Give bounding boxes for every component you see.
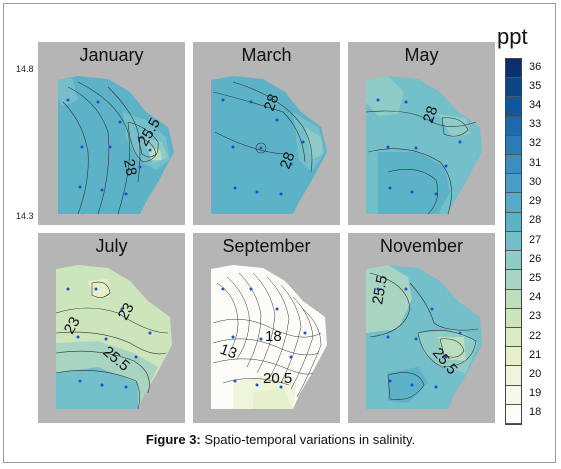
map-panel-january: 25.5 28 January	[38, 42, 185, 225]
legend-swatch	[506, 78, 521, 98]
map-panel-july: 23 23 25.5 July	[38, 233, 185, 423]
contour-label: 18	[265, 328, 282, 345]
legend-tick-label: 29	[529, 195, 542, 208]
legend-tick-label: 35	[529, 79, 542, 92]
legend-swatch	[506, 251, 521, 271]
contour-label: 13	[218, 341, 239, 363]
legend-tick-label: 25	[529, 271, 542, 284]
month-title: November	[379, 236, 464, 256]
legend-tick-label: 30	[529, 175, 542, 188]
month-title: May	[404, 45, 439, 65]
legend-swatch	[506, 366, 521, 386]
legend-swatch	[506, 193, 521, 213]
legend-swatch	[506, 212, 521, 232]
legend-swatch	[506, 289, 521, 309]
legend-tick-label: 24	[529, 291, 542, 304]
month-title: January	[79, 45, 144, 65]
legend-swatch	[506, 116, 521, 136]
latitude-label-bottom: 14.3	[16, 211, 34, 221]
legend-swatch	[506, 404, 521, 424]
legend-swatch	[506, 347, 521, 367]
map-panel-september: 13 18 20.5 September	[193, 233, 340, 423]
contour-label: 20.5	[263, 370, 292, 387]
legend-tick-label: 31	[529, 156, 542, 169]
legend-tick-label: 18	[529, 406, 542, 419]
legend-swatch	[506, 231, 521, 252]
contour-label: 28	[420, 104, 442, 125]
legend-swatch	[506, 385, 521, 405]
latitude-label-top: 14.8	[16, 64, 34, 74]
legend-tick-label: 33	[529, 118, 542, 131]
caption-text: Spatio-temporal variations in salinity.	[200, 432, 416, 447]
map-panel-march: 28 28 March	[193, 42, 340, 225]
figure-caption: Figure 3: Spatio-temporal variations in …	[0, 432, 561, 447]
legend-tick-label: 19	[529, 387, 542, 400]
figure-frame	[3, 3, 556, 463]
legend-tick-label: 36	[529, 60, 542, 73]
salinity-map: 25.5 28	[58, 76, 174, 215]
legend-tick-label: 23	[529, 310, 542, 323]
map-panel-november: 25.5 25.5 November	[348, 233, 495, 423]
contour-label: 25.5	[369, 274, 391, 306]
legend-swatch	[506, 135, 521, 156]
legend-tick-label: 20	[529, 367, 542, 380]
legend-swatch	[506, 174, 521, 194]
legend-tick-label: 22	[529, 329, 542, 342]
legend-tick-label: 21	[529, 348, 542, 361]
legend-tick-label: 28	[529, 214, 542, 227]
legend-swatch	[506, 59, 521, 79]
legend-swatch	[506, 97, 521, 117]
salinity-map: 13 18 20.5	[211, 265, 327, 409]
legend-swatch	[506, 270, 521, 290]
legend-swatch	[506, 155, 521, 175]
salinity-map: 28	[365, 76, 482, 215]
legend-tick-label: 26	[529, 252, 542, 265]
caption-label: Figure 3:	[145, 432, 201, 447]
contour-label: 23	[115, 300, 138, 323]
legend-swatch	[506, 327, 521, 348]
salinity-map: 28 28	[211, 76, 327, 214]
month-title: July	[95, 236, 128, 256]
legend-tick-label: 32	[529, 137, 542, 150]
map-panel-may: 28 May	[348, 42, 495, 225]
legend-tick-label: 34	[529, 99, 542, 112]
salinity-map: 25.5 25.5	[366, 265, 482, 409]
legend-swatch	[506, 308, 521, 328]
contour-label: 28	[277, 150, 299, 171]
month-title: September	[222, 236, 311, 256]
month-title: March	[241, 45, 292, 65]
contour-label: 23	[61, 314, 84, 337]
color-legend	[505, 58, 522, 425]
legend-tick-label: 27	[529, 233, 542, 246]
contour-label: 28	[120, 158, 140, 177]
contour-label: 28	[261, 92, 283, 113]
salinity-map: 23 23 25.5	[55, 265, 172, 410]
legend-unit: ppt	[497, 24, 528, 49]
